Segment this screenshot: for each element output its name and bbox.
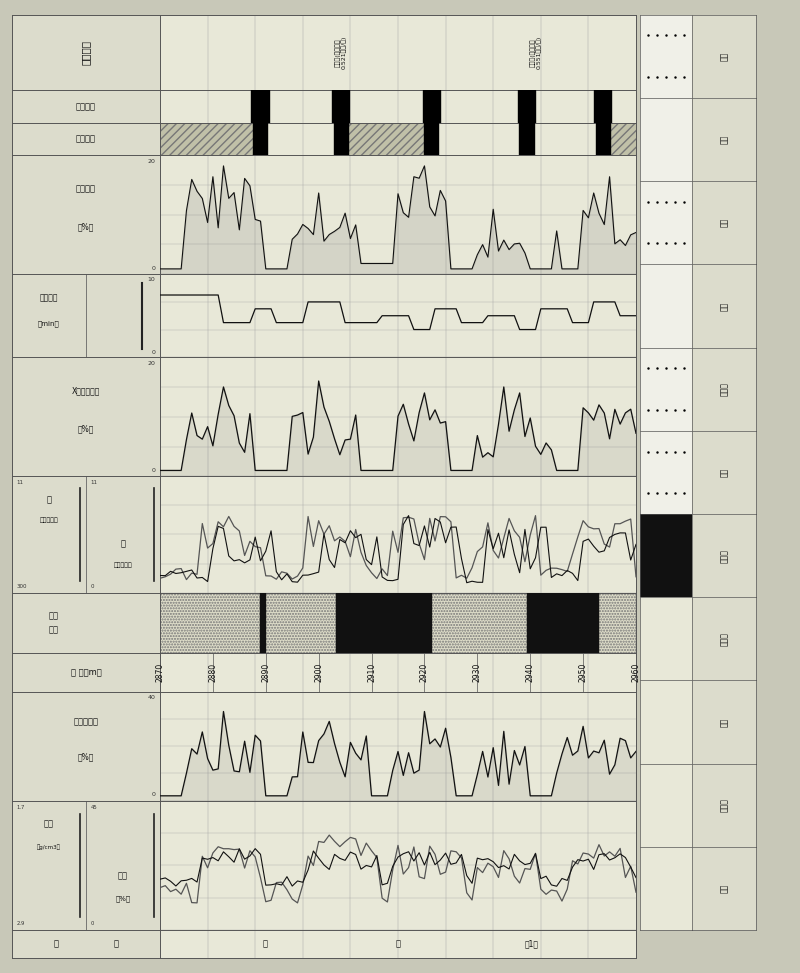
Text: （%）: （%） bbox=[78, 752, 94, 762]
Text: 气层: 气层 bbox=[719, 717, 729, 727]
Text: 中: 中 bbox=[262, 940, 267, 949]
Text: 20: 20 bbox=[148, 159, 155, 163]
Text: 显示级别: 显示级别 bbox=[76, 102, 96, 111]
Text: 深 度（m）: 深 度（m） bbox=[70, 667, 102, 677]
Text: 2910: 2910 bbox=[367, 663, 376, 682]
Text: 泥岩: 泥岩 bbox=[719, 302, 729, 310]
Bar bbox=[160, 123, 260, 155]
Bar bbox=[602, 123, 636, 155]
Text: X射线孔隙度: X射线孔隙度 bbox=[72, 386, 100, 395]
Text: 2930: 2930 bbox=[473, 663, 482, 682]
Text: 天然气(无阻流量
0.521万方/日): 天然气(无阻流量 0.521万方/日) bbox=[335, 36, 347, 69]
Text: 2940: 2940 bbox=[526, 663, 534, 682]
Bar bbox=[598, 593, 636, 653]
Bar bbox=[341, 123, 431, 155]
Text: 天然气(无阻流量
0.551万方/日): 天然气(无阻流量 0.551万方/日) bbox=[530, 36, 542, 69]
Text: 1.7: 1.7 bbox=[17, 805, 25, 810]
Text: 油气层: 油气层 bbox=[719, 798, 729, 812]
Text: 2870: 2870 bbox=[155, 663, 165, 682]
Text: 气测全烃: 气测全烃 bbox=[76, 184, 96, 193]
Text: （%）: （%） bbox=[115, 896, 130, 902]
Text: 铁: 铁 bbox=[46, 495, 51, 504]
Text: 2920: 2920 bbox=[420, 663, 429, 682]
Text: 2890: 2890 bbox=[262, 663, 270, 682]
Text: 油层: 油层 bbox=[719, 883, 729, 893]
Text: 泥岩: 泥岩 bbox=[719, 135, 729, 144]
Text: 2960: 2960 bbox=[631, 663, 641, 682]
Bar bbox=[265, 593, 336, 653]
Text: 砂岩: 砂岩 bbox=[719, 218, 729, 228]
Text: 2900: 2900 bbox=[314, 663, 323, 682]
Text: 0: 0 bbox=[152, 468, 155, 473]
Text: （%）: （%） bbox=[78, 222, 94, 232]
Text: 砂岩: 砂岩 bbox=[719, 52, 729, 61]
Text: 测试结果: 测试结果 bbox=[81, 40, 91, 65]
Text: 45: 45 bbox=[90, 805, 97, 810]
Text: 10: 10 bbox=[148, 276, 155, 282]
Text: 硅: 硅 bbox=[121, 539, 126, 549]
Text: （g/cm3）: （g/cm3） bbox=[37, 845, 61, 850]
Text: 测井孔隙度: 测井孔隙度 bbox=[74, 718, 98, 727]
Text: （%）: （%） bbox=[78, 424, 94, 433]
Text: 40: 40 bbox=[148, 695, 155, 700]
Text: 岩性: 岩性 bbox=[49, 611, 58, 620]
Text: 0: 0 bbox=[152, 266, 155, 270]
Text: 0: 0 bbox=[152, 792, 155, 798]
Text: 0: 0 bbox=[90, 584, 94, 589]
Bar bbox=[160, 593, 260, 653]
Text: （脉冲数）: （脉冲数） bbox=[114, 562, 132, 567]
Text: 0: 0 bbox=[90, 921, 94, 926]
Text: 密度: 密度 bbox=[44, 819, 54, 829]
Text: 2950: 2950 bbox=[578, 663, 588, 682]
Text: 层: 层 bbox=[54, 940, 59, 949]
Text: 厚: 厚 bbox=[395, 940, 401, 949]
Text: 碳酸盐: 碳酸盐 bbox=[719, 549, 729, 562]
Text: 气1层: 气1层 bbox=[524, 940, 538, 949]
Text: 灰质: 灰质 bbox=[719, 468, 729, 477]
Text: （min）: （min） bbox=[38, 321, 60, 327]
Text: 2880: 2880 bbox=[208, 663, 218, 682]
Text: 300: 300 bbox=[17, 584, 27, 589]
Text: 2.9: 2.9 bbox=[17, 921, 25, 926]
Text: 综合解释: 综合解释 bbox=[76, 134, 96, 143]
Text: 碳酸盐: 碳酸盐 bbox=[719, 382, 729, 396]
Text: 位: 位 bbox=[113, 940, 118, 949]
Bar bbox=[431, 593, 526, 653]
Text: 11: 11 bbox=[90, 480, 98, 485]
Text: 20: 20 bbox=[148, 361, 155, 366]
Text: 中子: 中子 bbox=[118, 871, 128, 881]
Text: 钻时曲线: 钻时曲线 bbox=[40, 293, 58, 302]
Text: 剖面: 剖面 bbox=[49, 626, 58, 634]
Text: （脉冲数）: （脉冲数） bbox=[40, 518, 58, 523]
Text: 11: 11 bbox=[17, 480, 23, 485]
Text: 0: 0 bbox=[152, 349, 155, 355]
Text: 含气层: 含气层 bbox=[719, 631, 729, 646]
